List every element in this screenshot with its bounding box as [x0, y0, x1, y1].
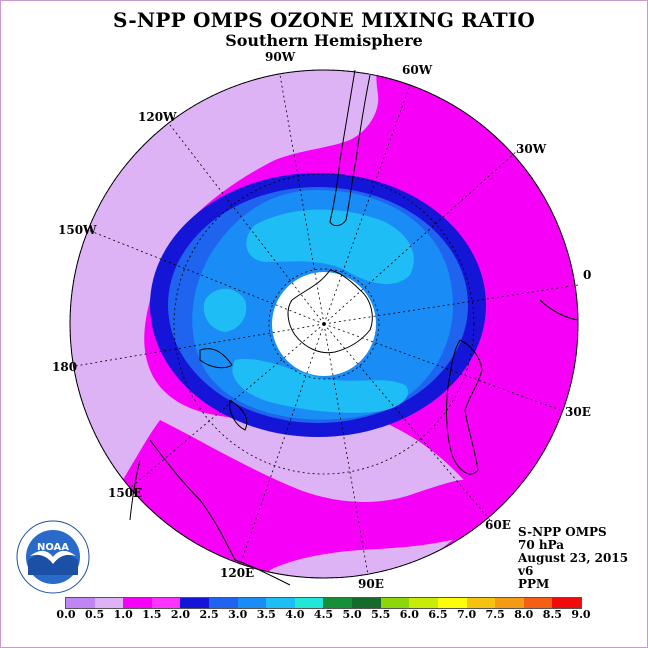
logo-text: NOAA — [37, 542, 69, 553]
colorbar-tick-label: 1.0 — [113, 608, 133, 621]
colorbar-tick-label: 9.0 — [571, 608, 591, 621]
colorbar-tick-label: 2.5 — [199, 608, 219, 621]
colorbar-tick-label: 4.0 — [285, 608, 305, 621]
info-block: S-NPP OMPS 70 hPa August 23, 2015 v6 PPM — [518, 526, 628, 591]
colorbar-tick-label: 0.0 — [56, 608, 76, 621]
colorbar-swatch — [123, 598, 152, 608]
field-light-blue-north — [246, 209, 414, 285]
colorbar-swatch — [266, 598, 295, 608]
lon-label-60e: 60E — [485, 518, 511, 532]
colorbar-tick-label: 6.0 — [399, 608, 419, 621]
colorbar-tick-label: 8.5 — [542, 608, 562, 621]
info-units: PPM — [518, 577, 550, 591]
info-date: August 23, 2015 — [518, 551, 629, 565]
colorbar-swatch — [409, 598, 438, 608]
lon-label-150w: 150W — [58, 223, 97, 237]
info-version: v6 — [518, 564, 534, 578]
lon-label-60w: 60W — [402, 63, 433, 77]
colorbar-tick-label: 2.0 — [170, 608, 191, 621]
colorbar-tick-label: 3.5 — [256, 608, 276, 621]
colorbar-tick-label: 5.0 — [342, 608, 362, 621]
south-pole-marker — [322, 322, 326, 326]
colorbar-swatch — [523, 598, 553, 608]
colorbar-swatch — [180, 598, 210, 608]
lon-label-30w: 30W — [516, 142, 547, 156]
colorbar-tick-label: 6.5 — [428, 608, 448, 621]
field-light-blue-south — [232, 359, 409, 413]
lon-label-90w: 90W — [265, 50, 296, 64]
colorbar — [65, 597, 582, 609]
colorbar-tick-label: 8.0 — [514, 608, 534, 621]
colorbar-swatch — [466, 598, 496, 608]
lon-label-30e: 30E — [565, 405, 591, 419]
lon-label-150e: 150E — [108, 486, 143, 500]
lon-label-90e: 90E — [358, 577, 384, 591]
lon-label-120e: 120E — [220, 566, 255, 580]
colorbar-swatch — [437, 598, 467, 608]
colorbar-swatch — [552, 598, 581, 608]
lon-label-120w: 120W — [138, 110, 177, 124]
colorbar-swatch — [352, 598, 381, 608]
colorbar-swatch — [380, 598, 410, 608]
map-subtitle: Southern Hemisphere — [225, 31, 423, 50]
colorbar-tick-label: 4.5 — [313, 608, 334, 621]
lon-label-0: 0 — [583, 268, 592, 282]
coastlines — [129, 69, 579, 586]
colorbar-swatch — [151, 598, 181, 608]
colorbar-swatch — [94, 598, 124, 608]
colorbar-tick-label: 0.5 — [85, 608, 105, 621]
map-boundary — [69, 69, 579, 579]
colorbar-swatch — [209, 598, 238, 608]
colorbar-swatch — [495, 598, 524, 608]
colorbar-tick-label: 7.5 — [485, 608, 505, 621]
info-instrument: S-NPP OMPS — [518, 525, 607, 539]
colorbar-tick-label: 1.5 — [142, 608, 162, 621]
colorbar-tick-label: 5.5 — [371, 608, 391, 621]
colorbar-swatch — [66, 598, 95, 608]
lon-label-180: 180 — [52, 360, 78, 374]
field-light-blue-west — [203, 288, 247, 332]
map-title: S-NPP OMPS OZONE MIXING RATIO — [113, 8, 535, 32]
info-level: 70 hPa — [518, 538, 565, 552]
colorbar-swatch — [237, 598, 267, 608]
colorbar-swatch — [294, 598, 324, 608]
colorbar-tick-label: 3.0 — [228, 608, 248, 621]
colorbar-swatch — [323, 598, 353, 608]
colorbar-tick-label: 7.0 — [456, 608, 477, 621]
noaa-logo: NOAA — [16, 520, 90, 594]
